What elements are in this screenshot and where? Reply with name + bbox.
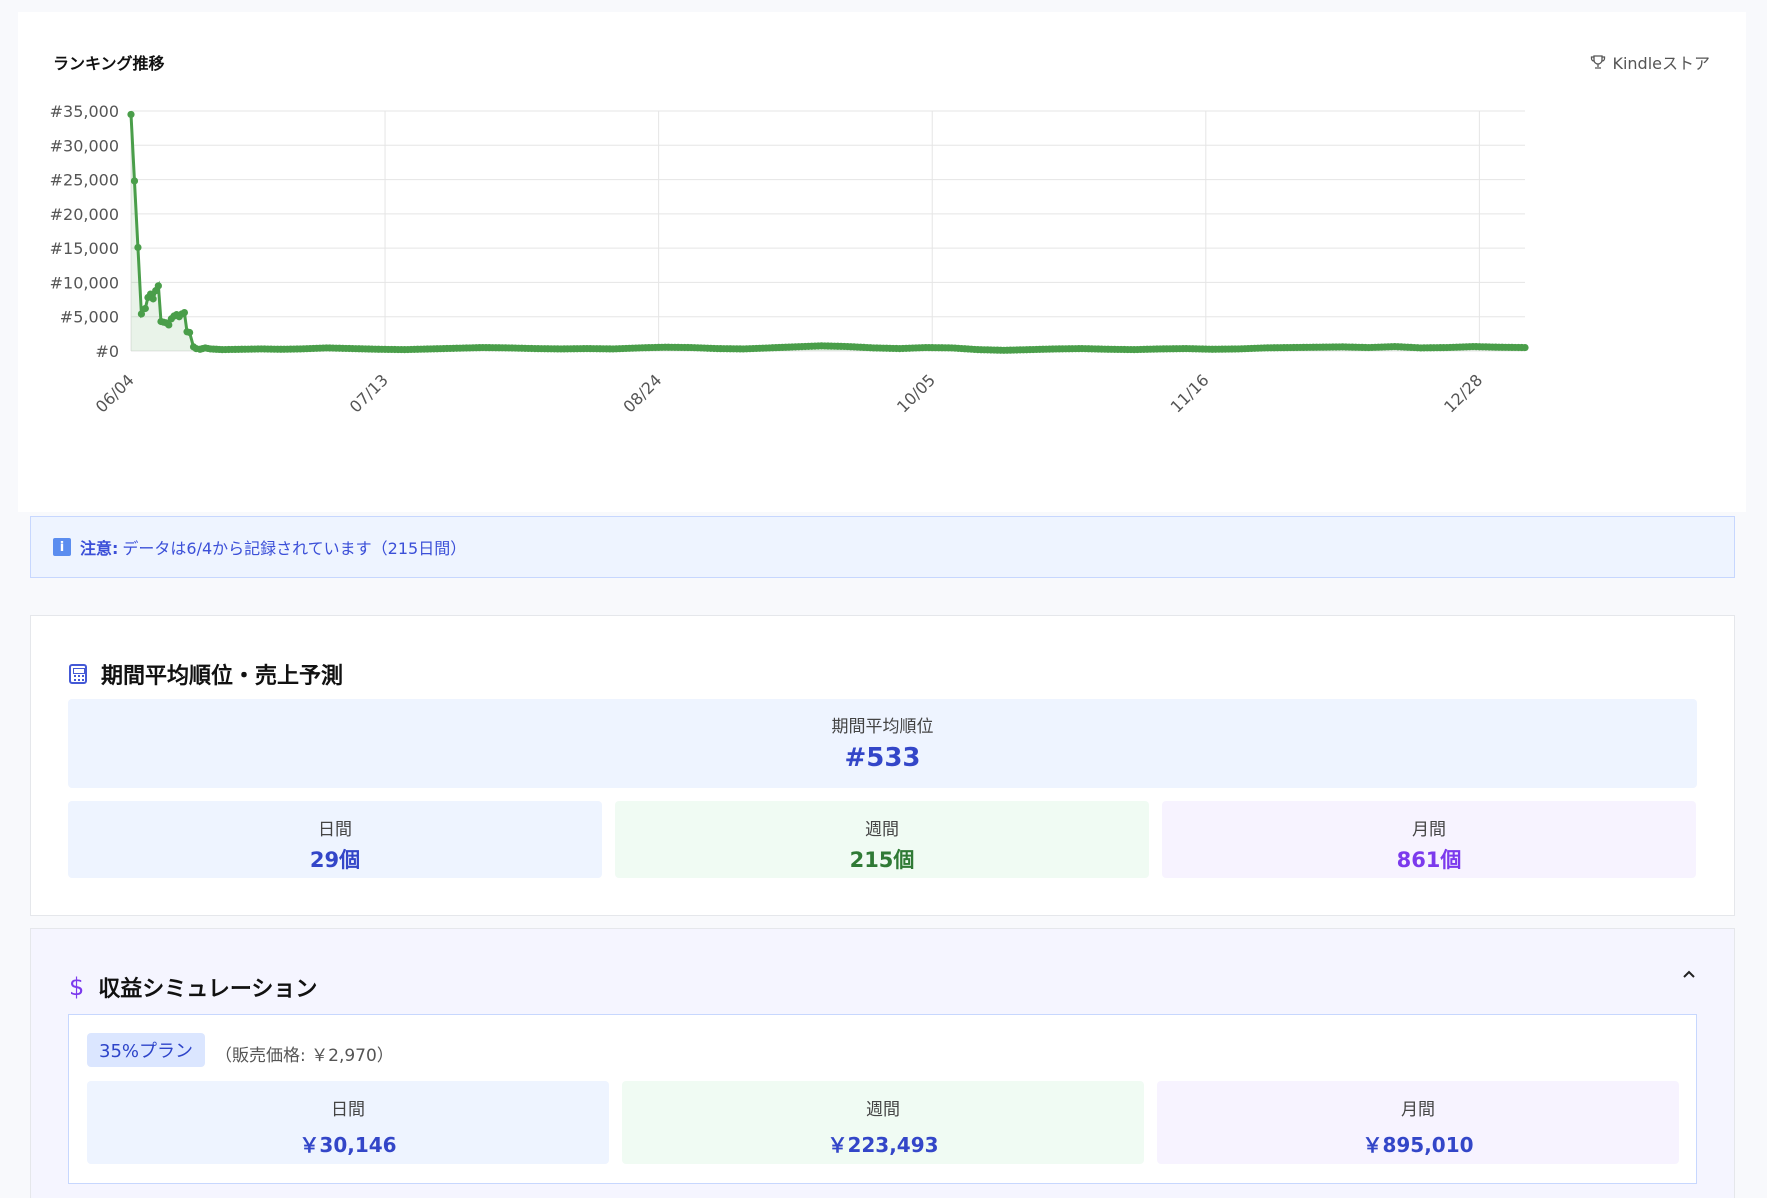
simulation-section-title: 収益シミュレーション — [98, 977, 318, 1002]
average-rank-label: 期間平均順位 — [831, 717, 934, 737]
daily-sales-box: 日間 29個 — [68, 801, 602, 878]
x-tick-label: 11/16 — [1167, 370, 1213, 416]
store-label-text: Kindleストア — [1612, 54, 1710, 73]
chart-title: ランキング推移 — [53, 54, 165, 73]
weekly-revenue-value: ￥223,493 — [827, 1133, 939, 1157]
data-point[interactable] — [165, 321, 173, 329]
calculator-icon — [69, 664, 87, 684]
x-tick-label: 10/05 — [893, 370, 939, 416]
monthly-revenue-value: ￥895,010 — [1362, 1133, 1474, 1157]
notice-text: データは6/4から記録されています（215日間） — [122, 539, 467, 558]
weekly-revenue-label: 週間 — [866, 1100, 900, 1120]
average-section-title: 期間平均順位・売上予測 — [101, 664, 344, 689]
y-tick-label: #35,000 — [50, 102, 119, 121]
x-tick-label: 06/04 — [92, 370, 138, 416]
collapse-chevron-up-icon[interactable] — [1682, 967, 1696, 981]
plan-badge: 35%プラン — [87, 1033, 206, 1067]
weekly-sales-value: 215個 — [849, 848, 915, 872]
data-point[interactable] — [154, 282, 162, 290]
data-point[interactable] — [134, 243, 142, 252]
data-point[interactable] — [127, 110, 135, 119]
plan-35-box: 35%プラン （販売価格: ￥2,970） 日間 ￥30,146 週間 ￥223… — [68, 1014, 1697, 1184]
ranking-chart-card: #0 #5,000 #10,000 #15,000 #20,000 #25,000 #30,… — [18, 12, 1746, 512]
average-rank-box: 期間平均順位 #533 — [68, 699, 1697, 788]
data-point[interactable] — [149, 295, 157, 303]
y-tick-label: #25,000 — [50, 171, 119, 190]
sale-price-note: （販売価格: ￥2,970） — [215, 1046, 394, 1066]
weekly-sales-label: 週間 — [865, 820, 899, 840]
daily-revenue-value: ￥30,146 — [299, 1133, 397, 1157]
average-rank-value: #533 — [844, 743, 921, 773]
revenue-simulation-card: $ 収益シミュレーション 35%プラン （販売価格: ￥2,970） 日間 ￥3… — [30, 928, 1735, 1198]
monthly-sales-box: 月間 861個 — [1162, 801, 1696, 878]
x-tick-label: 08/24 — [619, 370, 665, 416]
data-point[interactable] — [1521, 343, 1529, 352]
daily-revenue-box: 日間 ￥30,146 — [87, 1081, 609, 1164]
simulation-section-header[interactable]: $ 収益シミュレーション — [69, 971, 317, 1003]
y-tick-label: #15,000 — [50, 239, 119, 258]
monthly-revenue-box: 月間 ￥895,010 — [1157, 1081, 1679, 1164]
dollar-icon: $ — [69, 973, 85, 1001]
monthly-sales-value: 861個 — [1396, 848, 1462, 872]
x-tick-label: 12/28 — [1440, 370, 1486, 416]
info-icon: i — [53, 538, 71, 556]
average-section-header: 期間平均順位・売上予測 — [69, 658, 343, 690]
data-point[interactable] — [180, 309, 189, 317]
store-label[interactable]: Kindleストア — [1590, 50, 1710, 74]
data-point[interactable] — [130, 177, 139, 185]
weekly-revenue-box: 週間 ￥223,493 — [622, 1081, 1144, 1164]
x-tick-label: 07/13 — [346, 370, 392, 416]
data-notice: i 注意: データは6/4から記録されています（215日間） — [30, 516, 1735, 578]
notice-label: 注意: — [80, 539, 119, 558]
y-tick-label: #20,000 — [50, 205, 119, 224]
y-tick-label: #5,000 — [60, 308, 119, 327]
y-tick-label: #0 — [95, 342, 119, 361]
data-point[interactable] — [137, 310, 146, 318]
data-point[interactable] — [141, 304, 149, 313]
monthly-sales-label: 月間 — [1412, 820, 1446, 840]
ranking-area — [131, 114, 1525, 352]
average-rank-card: 期間平均順位・売上予測 期間平均順位 #533 日間 29個 週間 215個 月… — [30, 615, 1735, 916]
y-tick-label: #10,000 — [50, 273, 119, 292]
daily-sales-label: 日間 — [318, 820, 352, 840]
weekly-sales-box: 週間 215個 — [615, 801, 1149, 878]
daily-revenue-label: 日間 — [331, 1100, 365, 1120]
monthly-revenue-label: 月間 — [1401, 1100, 1435, 1120]
data-point[interactable] — [186, 328, 194, 337]
ranking-line-chart: #0 #5,000 #10,000 #15,000 #20,000 #25,000 #30,… — [50, 102, 1529, 416]
daily-sales-value: 29個 — [309, 848, 361, 872]
ranking-line — [129, 114, 1526, 352]
y-tick-label: #30,000 — [50, 136, 119, 155]
trophy-icon — [1591, 55, 1606, 69]
